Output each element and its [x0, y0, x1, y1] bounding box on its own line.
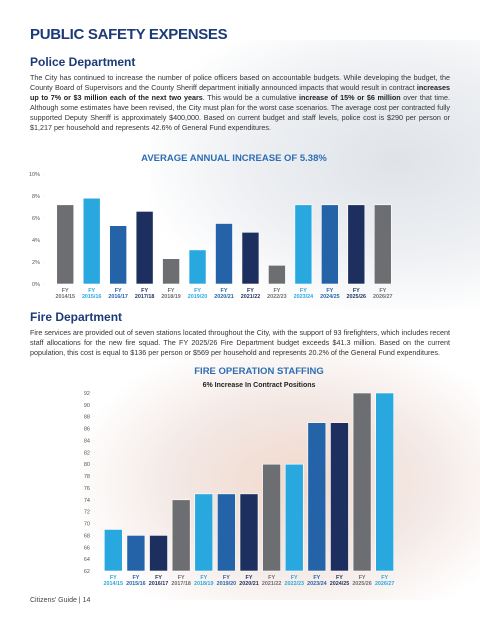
x-tick-label: FY 2014/15 [55, 288, 75, 301]
y-tick-label: 10% [29, 172, 40, 178]
y-tick-label: 88 [84, 415, 90, 421]
x-tick-label: FY 2020/21 [239, 575, 259, 588]
y-tick-label: 80 [84, 462, 90, 468]
bar [126, 535, 146, 572]
x-tick-label: FY 2023/24 [307, 575, 327, 588]
paragraph: Fire services are provided out of seven … [30, 328, 450, 357]
bar [241, 232, 260, 285]
page-title: PUBLIC SAFETY EXPENSES [30, 26, 228, 43]
bar [284, 463, 304, 572]
y-tick-label: 72 [84, 510, 90, 516]
bar [109, 225, 127, 285]
y-tick-label: 86 [84, 427, 90, 433]
bold-text: increase of 15% or $6 million [298, 93, 401, 102]
x-tick-label: FY 2020/21 [214, 288, 234, 301]
y-tick-label: 8% [32, 194, 40, 200]
y-tick-label: 64 [84, 557, 90, 563]
y-tick-label: 90 [84, 403, 90, 409]
x-tick-label: FY 2026/27 [374, 575, 395, 588]
bar [375, 392, 394, 572]
bar [171, 499, 191, 572]
x-tick-label: FY 2017/18 [134, 288, 155, 301]
bar [82, 197, 101, 285]
text: . This would be a cumulative [202, 93, 299, 102]
y-tick-label: 4% [32, 238, 40, 244]
bar [330, 422, 349, 572]
bar [352, 392, 372, 572]
x-tick-label: FY 2017/18 [171, 575, 191, 588]
y-tick-label: 68 [84, 533, 90, 539]
y-tick-label: 78 [84, 474, 90, 480]
chart-title: AVERAGE ANNUAL INCREASE OF 5.38% [141, 153, 327, 164]
bar [215, 223, 233, 285]
bar [135, 211, 154, 285]
x-tick-label: FY 2024/25 [320, 288, 340, 301]
x-tick-label: FY 2022/23 [267, 288, 287, 301]
x-tick-label: FY 2016/17 [108, 288, 128, 301]
bar [321, 204, 339, 285]
x-tick-label: FY 2024/25 [329, 575, 350, 588]
bar [149, 535, 168, 572]
bar [307, 422, 327, 572]
y-tick-label: 6% [32, 216, 40, 222]
bar [188, 249, 207, 285]
y-tick-label: 76 [84, 486, 90, 492]
bar [162, 258, 180, 285]
bar [347, 204, 366, 285]
paragraph: The City has continued to increase the n… [30, 73, 450, 133]
x-tick-label: FY 2018/19 [194, 575, 214, 588]
bar [294, 204, 313, 285]
x-tick-label: FY 2015/16 [126, 575, 146, 588]
y-tick-label: 70 [84, 522, 90, 528]
bar [56, 204, 75, 285]
footer: Citizens' Guide | 14 [30, 597, 91, 604]
y-tick-label: 74 [84, 498, 90, 504]
chart-title: FIRE OPERATION STAFFING [194, 366, 323, 377]
bold-text: increases up to 7% or $3 million each of… [30, 83, 450, 102]
x-tick-label: FY 2019/20 [216, 575, 237, 588]
bar [268, 264, 286, 285]
text: over that time. Although some estimates … [30, 93, 450, 132]
bar [262, 463, 281, 572]
x-tick-label: FY 2022/23 [284, 575, 304, 588]
x-tick-label: FY 2026/27 [373, 288, 393, 301]
chart-subtitle: 6% Increase In Contract Positions [203, 382, 316, 389]
y-tick-label: 82 [84, 450, 90, 456]
y-tick-label: 62 [84, 569, 90, 575]
y-tick-label: 84 [84, 438, 90, 444]
x-tick-label: FY 2015/16 [81, 288, 102, 301]
x-tick-label: FY 2019/20 [187, 288, 208, 301]
bar [104, 529, 123, 572]
x-tick-label: FY 2025/26 [352, 575, 372, 588]
y-tick-label: 0% [32, 282, 40, 288]
bar [194, 493, 214, 572]
section-heading: Police Department [30, 55, 136, 69]
text: The City has continued to increase the n… [30, 73, 450, 92]
x-tick-label: FY 2021/22 [261, 575, 282, 588]
x-tick-label: FY 2025/26 [346, 288, 367, 301]
y-tick-label: 92 [84, 391, 90, 397]
x-tick-label: FY 2018/19 [161, 288, 181, 301]
x-tick-label: FY 2021/22 [240, 288, 261, 301]
y-tick-label: 66 [84, 545, 90, 551]
x-tick-label: FY 2014/15 [103, 575, 124, 588]
section-heading: Fire Department [30, 310, 123, 324]
bar [217, 493, 236, 572]
x-tick-label: FY 2016/17 [148, 575, 169, 588]
x-tick-label: FY 2023/24 [293, 288, 314, 301]
bar [239, 493, 259, 572]
bar [373, 204, 392, 285]
y-tick-label: 2% [32, 260, 40, 266]
